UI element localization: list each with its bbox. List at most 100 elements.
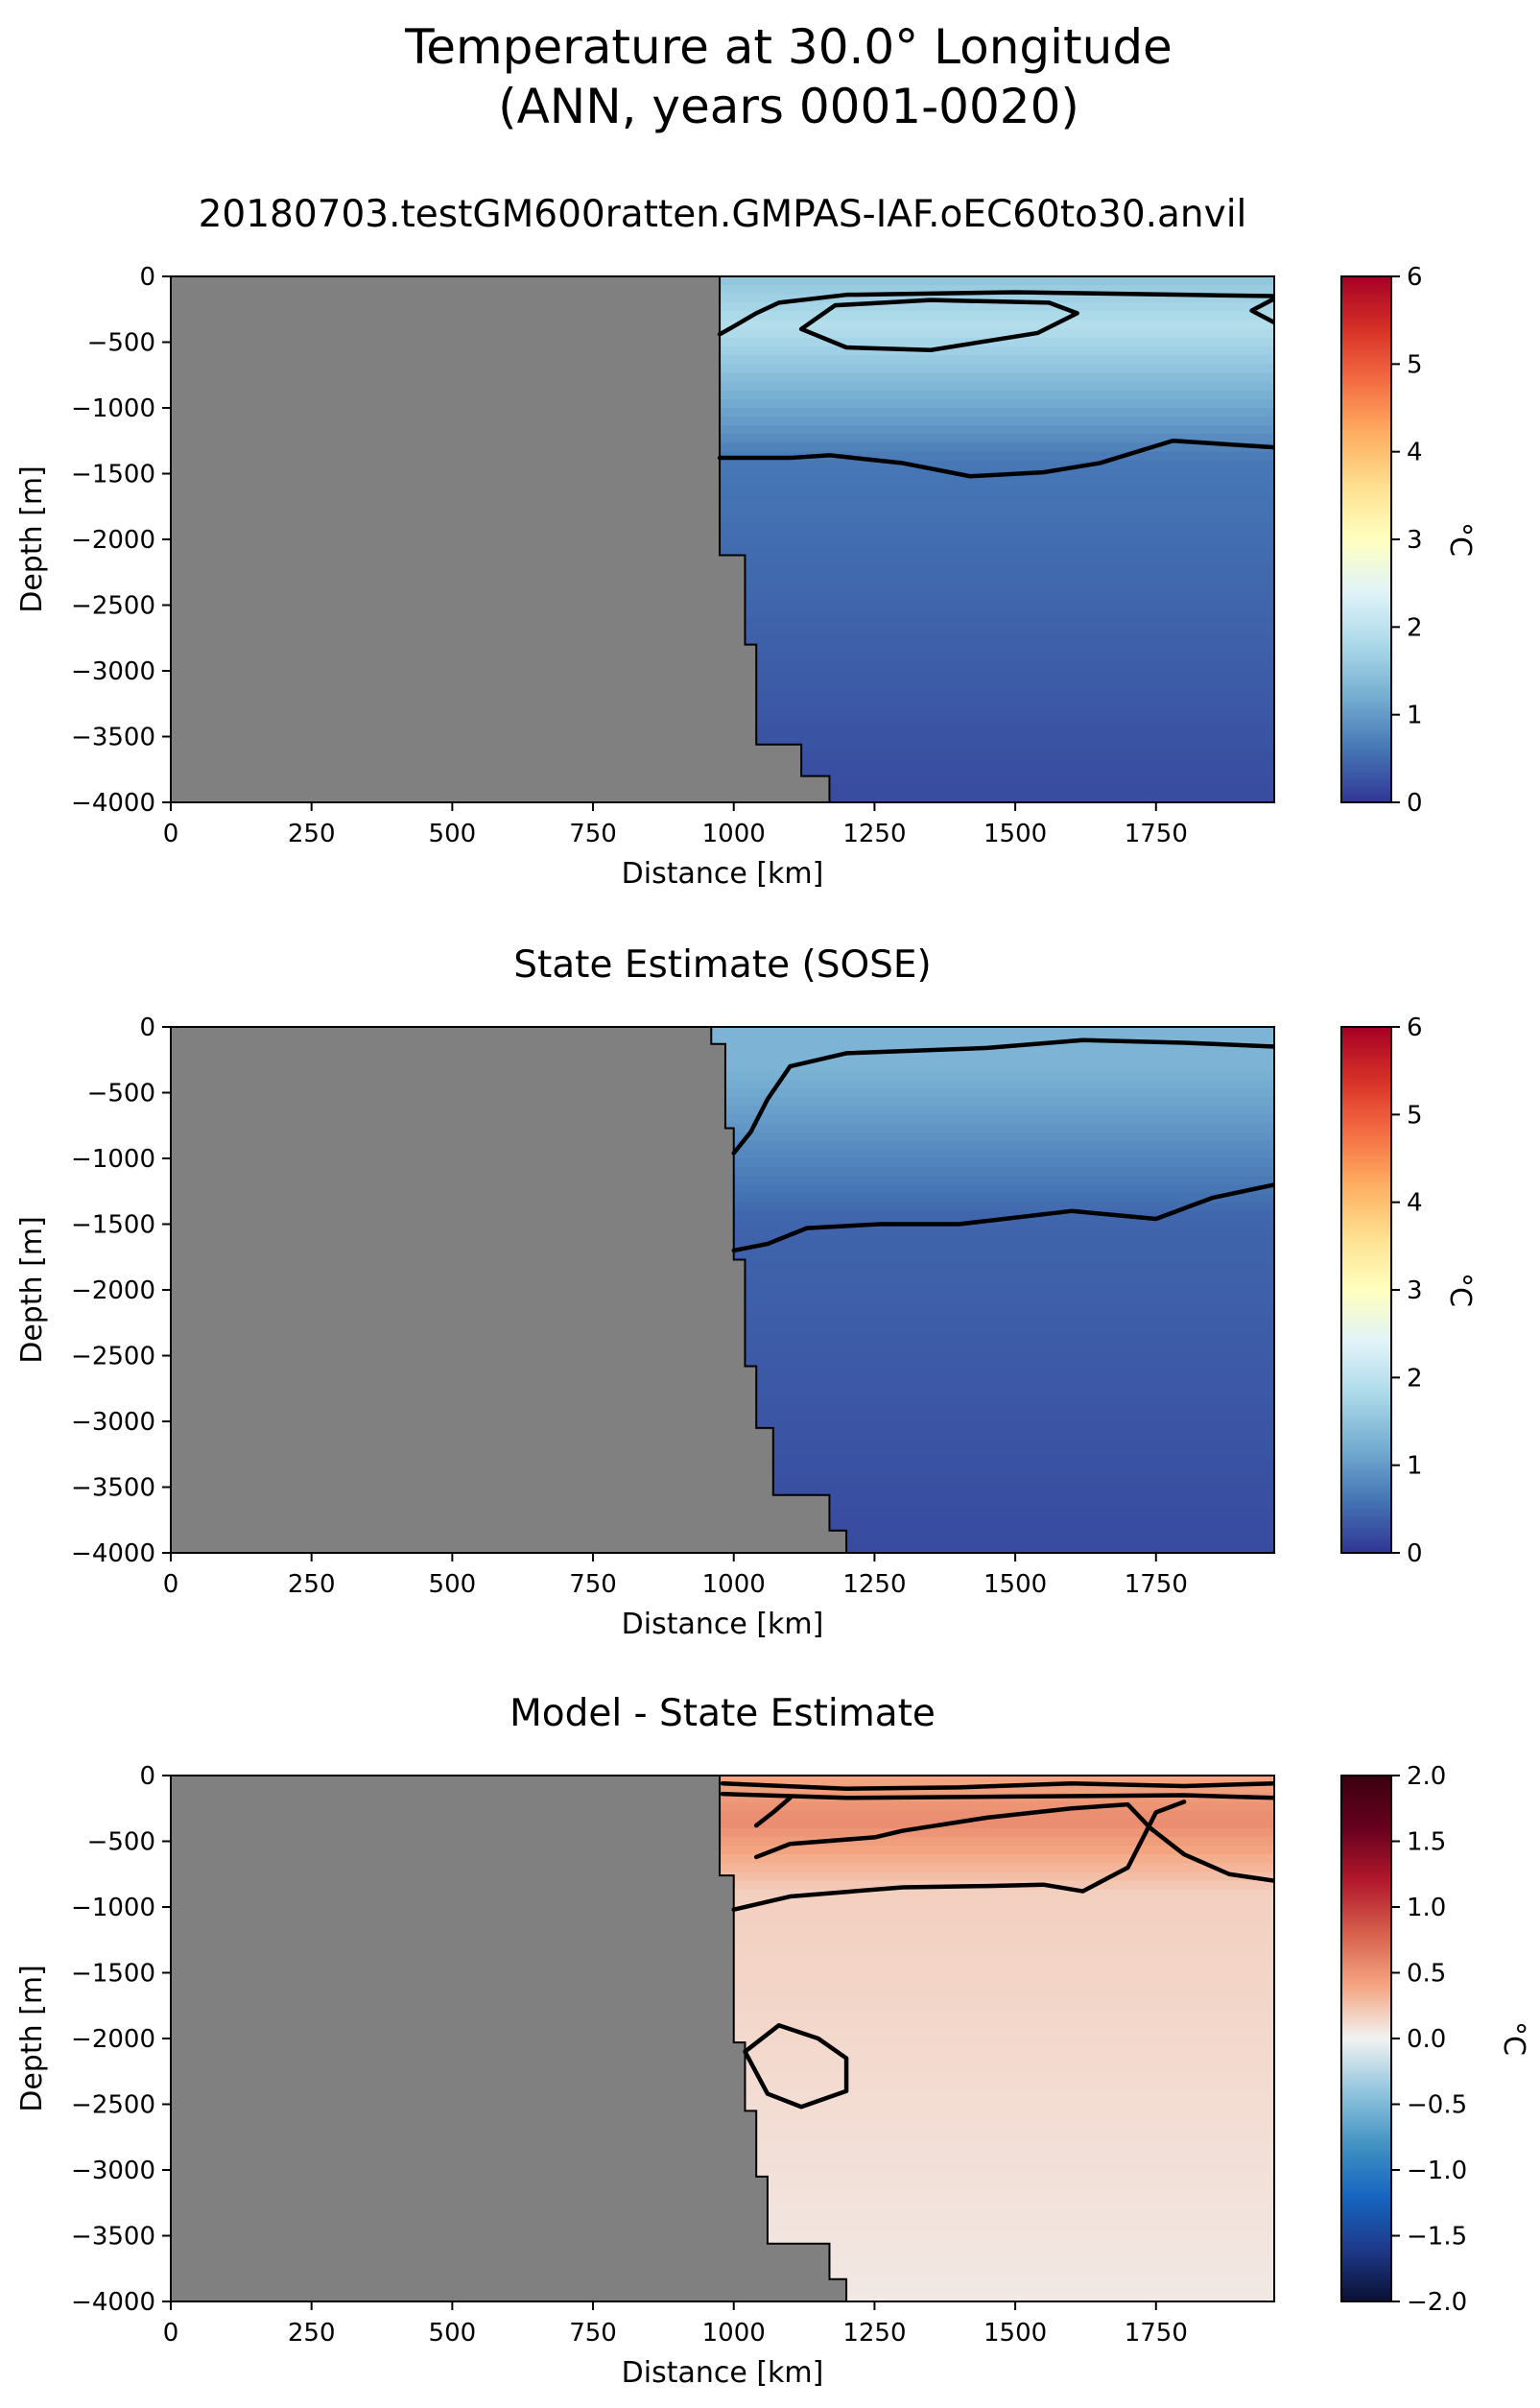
- colorbar-tick-label: −2.0: [1407, 2288, 1467, 2317]
- field-band: [171, 1819, 1274, 1829]
- field-band: [171, 1793, 1274, 1803]
- colorbar-tick-label: 0.0: [1407, 2025, 1446, 2054]
- x-tick-label: 500: [429, 2319, 477, 2348]
- field-band: [171, 1810, 1274, 1821]
- colorbar-label: °C: [1497, 2021, 1530, 2056]
- colorbar-tick-label: 1.5: [1407, 1828, 1446, 1857]
- panel-2-plot-area: [171, 1027, 1274, 1553]
- panel-1-plot-area: [171, 276, 1274, 802]
- y-tick-label: −500: [87, 1828, 155, 1857]
- field-band: [171, 425, 1274, 436]
- y-tick-label: −1500: [71, 1211, 155, 1240]
- field-band: [171, 337, 1274, 348]
- y-tick-label: −2500: [71, 2091, 155, 2120]
- x-tick-label: 1750: [1125, 2319, 1188, 2348]
- x-tick-label: 1000: [702, 2319, 766, 2348]
- y-tick-label: −1500: [71, 1960, 155, 1989]
- contour-line-2: [720, 1791, 1274, 1800]
- y-axis-label: Depth [m]: [15, 465, 49, 613]
- colorbar-label: °C: [1443, 522, 1477, 557]
- panel-2: State Estimate (SOSE)0 250 500 750 1000 1250 1…: [15, 943, 1477, 1641]
- y-tick-label: 0: [139, 263, 155, 292]
- field-band: [171, 1854, 1274, 1865]
- contour-line-3: [1249, 297, 1274, 325]
- field-band: [171, 320, 1274, 330]
- field-band: [171, 548, 1274, 559]
- field-band: [171, 468, 1274, 480]
- colorbar-tick-label: −1.0: [1407, 2157, 1467, 2185]
- y-tick-label: −4000: [71, 789, 155, 818]
- panel-3-plot-area: [171, 1776, 1274, 2301]
- y-tick-label: −1000: [71, 1145, 155, 1174]
- land-mask: [171, 276, 831, 802]
- panel-2-title: State Estimate (SOSE): [513, 943, 932, 987]
- field-band: [171, 434, 1274, 444]
- field-band: [171, 521, 1274, 532]
- x-axis-label: Distance [km]: [622, 2356, 824, 2390]
- panels: 20180703.testGM600ratten.GMPAS-IAF.oEC60…: [15, 193, 1530, 2390]
- panel-3: Model - State Estimate 0 250 500 750 1000 1250…: [15, 1692, 1530, 2390]
- x-tick-label: 250: [288, 1570, 336, 1599]
- colorbar-tick-label: 4: [1407, 1189, 1423, 1218]
- field-band: [171, 390, 1274, 400]
- y-tick-label: −3000: [71, 2157, 155, 2185]
- colorbar-tick-label: 3: [1407, 1276, 1423, 1305]
- colorbar-tick-label: 0: [1407, 789, 1423, 818]
- land-mask: [171, 1027, 848, 1553]
- x-tick-label: 750: [569, 820, 617, 848]
- x-tick-label: 750: [569, 1570, 617, 1599]
- field-band: [171, 294, 1274, 304]
- contour-line-1: [731, 1037, 1274, 1156]
- y-tick-label: −500: [87, 329, 155, 358]
- y-tick-label: −1000: [71, 394, 155, 423]
- field-band: [171, 530, 1274, 540]
- x-tick-label: 0: [163, 1570, 179, 1599]
- y-tick-label: 0: [139, 1762, 155, 1791]
- land-mask: [171, 1776, 848, 2301]
- field-band: [171, 1846, 1274, 1856]
- y-tick-label: −500: [87, 1080, 155, 1109]
- y-tick-label: −4000: [71, 2288, 155, 2317]
- field-band: [171, 285, 1274, 296]
- field-band: [171, 408, 1274, 418]
- field-band: [171, 302, 1274, 313]
- colorbar: [1340, 1026, 1392, 1554]
- x-tick-label: 1000: [702, 820, 766, 848]
- x-axis-label: Distance [km]: [622, 1608, 824, 1641]
- x-tick-label: 750: [569, 2319, 617, 2348]
- y-tick-label: −2500: [71, 1343, 155, 1371]
- figure-title-line2: (ANN, years 0001-0020): [498, 79, 1079, 134]
- x-tick-label: 250: [288, 2319, 336, 2348]
- y-tick-label: −2000: [71, 2025, 155, 2054]
- contour-line-5: [731, 1800, 1187, 1912]
- colorbar-tick-label: 6: [1407, 1013, 1423, 1042]
- x-tick-label: 1500: [983, 820, 1047, 848]
- field-band: [171, 1776, 1274, 1786]
- contour-line-4: [717, 439, 1274, 479]
- x-tick-label: 1750: [1125, 820, 1188, 848]
- y-tick-label: −2000: [71, 1276, 155, 1305]
- y-tick-label: 0: [139, 1013, 155, 1042]
- field-band: [171, 381, 1274, 392]
- x-tick-label: 0: [163, 820, 179, 848]
- x-tick-label: 500: [429, 820, 477, 848]
- y-tick-label: −1500: [71, 461, 155, 489]
- colorbar-tick-label: 3: [1407, 526, 1423, 555]
- panel-1-title: 20180703.testGM600ratten.GMPAS-IAF.oEC60…: [199, 193, 1247, 236]
- x-tick-label: 1750: [1125, 1570, 1188, 1599]
- field-band: [171, 346, 1274, 357]
- colorbar-tick-label: −1.5: [1407, 2223, 1467, 2252]
- x-tick-label: 1250: [842, 1570, 906, 1599]
- y-tick-label: −3500: [71, 724, 155, 752]
- field-band: [171, 1036, 1274, 1046]
- colorbar: [1340, 275, 1392, 803]
- colorbar-tick-label: 5: [1407, 350, 1423, 379]
- x-tick-label: 1500: [983, 2319, 1047, 2348]
- y-axis-label: Depth [m]: [15, 1965, 49, 2112]
- colorbar-tick-label: 5: [1407, 1101, 1423, 1130]
- field-band: [171, 276, 1274, 287]
- colorbar: [1340, 1775, 1392, 2302]
- field-band: [171, 513, 1274, 523]
- contour-line-2: [731, 1182, 1274, 1253]
- field-band: [171, 478, 1274, 489]
